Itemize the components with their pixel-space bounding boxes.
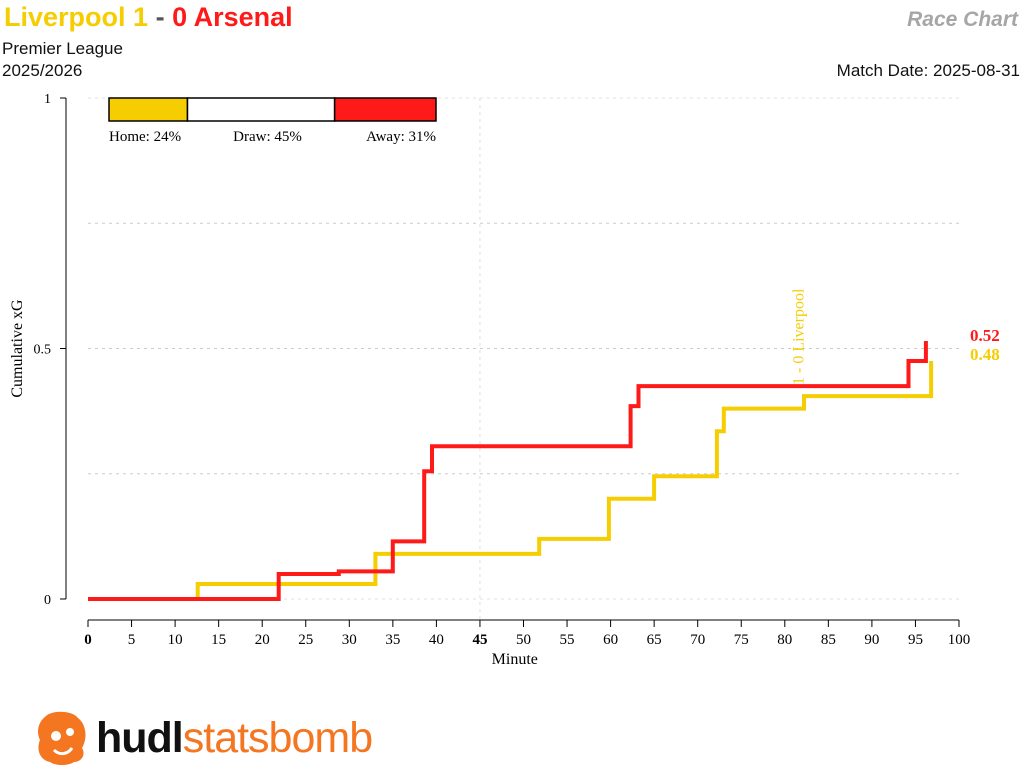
x-tick-label: 15 [211,632,226,648]
x-axis-title: Minute [492,651,538,668]
race-chart: 0 0.5 1 Cumulative xG 0 5 10 15 20 25 30 35 40 45 50 55… [9,92,1000,668]
statsbomb-mascot-icon [38,711,86,765]
x-tick-label: 45 [472,632,487,648]
chart-type-label: Race Chart [907,8,1018,31]
x-tick-label: 55 [560,632,575,648]
x-tick-label: 40 [429,632,444,648]
x-tick-label: 5 [128,632,136,648]
match-title: Liverpool 1 - 0 Arsenal [4,2,293,33]
logo-hudl-text: hudl [96,713,184,762]
goal-annotation: 1 - 0 Liverpool [791,288,808,385]
prob-segment-away [333,97,437,122]
prob-label-home: Home: 24% [109,129,181,145]
logo-statsbomb-text: statsbomb [182,713,373,762]
x-tick-label: 85 [821,632,836,648]
prob-label-draw: Draw: 45% [233,129,302,145]
away-team-name: Arsenal [193,2,293,32]
y-tick-label: 0 [44,593,51,608]
x-tick-label: 70 [690,632,705,648]
chart-axes: 0 0.5 1 Cumulative xG 0 5 10 15 20 25 30 35 40 45 50 55… [9,92,970,668]
win-probability-bar: Home: 24% Draw: 45% Away: 31% [108,97,437,145]
y-axis-title: Cumulative xG [9,299,26,398]
x-tick-label: 35 [385,632,400,648]
home-team-name: Liverpool [4,2,126,32]
x-tick-label: 30 [342,632,357,648]
chart-grid [88,97,959,619]
score-separator: - [148,2,173,32]
prob-label-away: Away: 31% [366,129,436,145]
x-tick-label: 0 [84,632,92,648]
final-xg-label-away: 0.52 [970,326,1000,345]
x-tick-label: 80 [777,632,792,648]
y-tick-label: 0.5 [34,343,52,358]
chart-series [88,341,934,601]
prob-segment-draw [186,97,336,122]
match-date: Match Date: 2025-08-31 [836,61,1020,80]
season-label: 2025/2026 [2,61,83,80]
competition-name: Premier League [2,39,123,58]
x-tick-label: 90 [864,632,879,648]
x-tick-label: 65 [647,632,662,648]
series-line-home [88,361,934,601]
final-xg-label-home: 0.48 [970,345,1000,364]
x-tick-label: 60 [603,632,618,648]
x-tick-label: 10 [168,632,183,648]
x-tick-label: 20 [255,632,270,648]
prob-segment-home [108,97,189,122]
x-tick-label: 100 [948,632,971,648]
y-tick-label: 1 [44,92,51,107]
x-tick-label: 50 [516,632,531,648]
chart-labels: 0.480.52 1 - 0 Liverpool [791,288,1000,385]
x-tick-label: 25 [298,632,313,648]
series-line-away [88,341,928,601]
x-tick-label: 75 [734,632,749,648]
away-score: 0 [172,2,188,32]
hudl-statsbomb-logo: hudl statsbomb [36,708,373,768]
x-tick-label: 95 [908,632,923,648]
home-score: 1 [133,2,149,32]
